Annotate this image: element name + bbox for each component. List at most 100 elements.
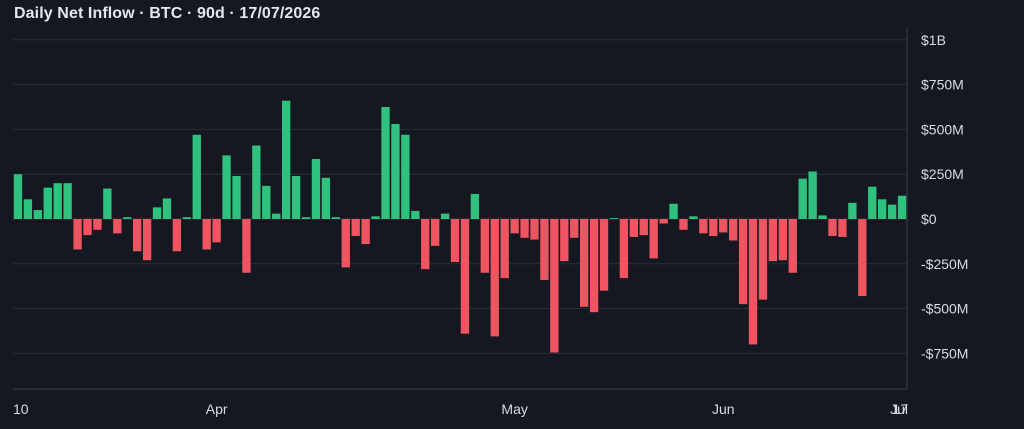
bar (291, 175, 301, 219)
bar (430, 219, 440, 246)
bar (808, 171, 817, 219)
bar (93, 219, 102, 230)
bar (311, 158, 321, 219)
bar (848, 202, 857, 219)
bar (510, 219, 519, 234)
bar (351, 219, 360, 237)
bar (828, 219, 837, 237)
bar (550, 219, 559, 353)
bar (391, 124, 400, 219)
bar (897, 195, 907, 219)
bar (858, 219, 867, 297)
y-tick-label: $500M (921, 121, 964, 137)
y-tick-label: $250M (921, 166, 964, 182)
bar (301, 217, 311, 219)
bar (719, 219, 728, 233)
bar (341, 219, 350, 268)
bar (629, 219, 638, 237)
bar (361, 219, 370, 245)
bar (242, 219, 251, 273)
bar (609, 218, 619, 220)
bar (470, 193, 480, 219)
bar (152, 207, 162, 219)
bar (401, 134, 410, 219)
y-tick-label: -$750M (921, 345, 968, 361)
y-tick-label: $1B (921, 32, 946, 48)
bar (113, 219, 122, 234)
y-tick-label: $750M (921, 77, 964, 93)
bar (162, 198, 172, 219)
bar (480, 219, 489, 273)
bar (689, 216, 698, 219)
bar (460, 219, 470, 334)
bar (182, 217, 191, 219)
bar (570, 219, 579, 238)
x-tick-label: Jun (712, 401, 735, 417)
bar (222, 155, 231, 219)
bar (788, 219, 797, 273)
bar (560, 219, 569, 262)
bar (411, 210, 420, 219)
y-tick-label: -$500M (921, 301, 968, 317)
bar (23, 199, 33, 219)
bar (13, 174, 23, 219)
bar (589, 219, 599, 313)
bar (281, 100, 291, 219)
bar (381, 107, 390, 219)
bar (868, 186, 877, 219)
bar (699, 219, 708, 234)
x-tick-label: May (501, 401, 527, 417)
x-tick-label: Apr (206, 401, 228, 417)
bar (540, 219, 549, 280)
bar (321, 177, 331, 219)
bar (619, 219, 629, 279)
bar (659, 219, 668, 224)
bar (798, 178, 807, 219)
bar (172, 219, 182, 252)
x-tick-label: 10 (13, 401, 29, 417)
bar (272, 213, 281, 219)
bar (421, 219, 430, 270)
bar (748, 219, 758, 345)
y-axis: $1B $750M $500M $250M $0 -$250M -$500M -$750M (921, 32, 968, 362)
bar (728, 219, 738, 241)
x-tick-label: Jul (890, 401, 908, 417)
bar (679, 219, 688, 230)
bar (877, 199, 887, 219)
bar (212, 219, 221, 243)
x-tick-label: 17 (892, 401, 908, 417)
bar (838, 219, 847, 237)
bar (252, 145, 261, 219)
bar (579, 219, 589, 307)
bar (778, 219, 787, 261)
bar (33, 210, 42, 219)
y-tick-label: -$250M (921, 256, 968, 272)
bar-series (13, 100, 907, 353)
bar (262, 185, 271, 219)
bar (450, 219, 460, 263)
bar (371, 216, 380, 219)
bar (132, 219, 142, 252)
bar (440, 213, 450, 219)
bar (818, 215, 827, 219)
bar (192, 134, 201, 219)
y-tick-label: $0 (921, 211, 937, 227)
bar (599, 219, 609, 291)
chart-title: Daily Net Inflow · BTC · 90d · 17/07/202… (14, 5, 321, 22)
bar (232, 175, 241, 219)
bar (887, 204, 897, 219)
bar (738, 219, 748, 305)
bar (331, 217, 340, 219)
gridlines (13, 28, 908, 390)
bar (669, 203, 678, 219)
bar (500, 219, 509, 279)
bar (639, 219, 648, 236)
bar (123, 217, 132, 219)
bar (63, 183, 72, 219)
bar (202, 219, 211, 250)
bar (530, 219, 539, 240)
bar (758, 219, 768, 300)
bar (43, 187, 52, 219)
